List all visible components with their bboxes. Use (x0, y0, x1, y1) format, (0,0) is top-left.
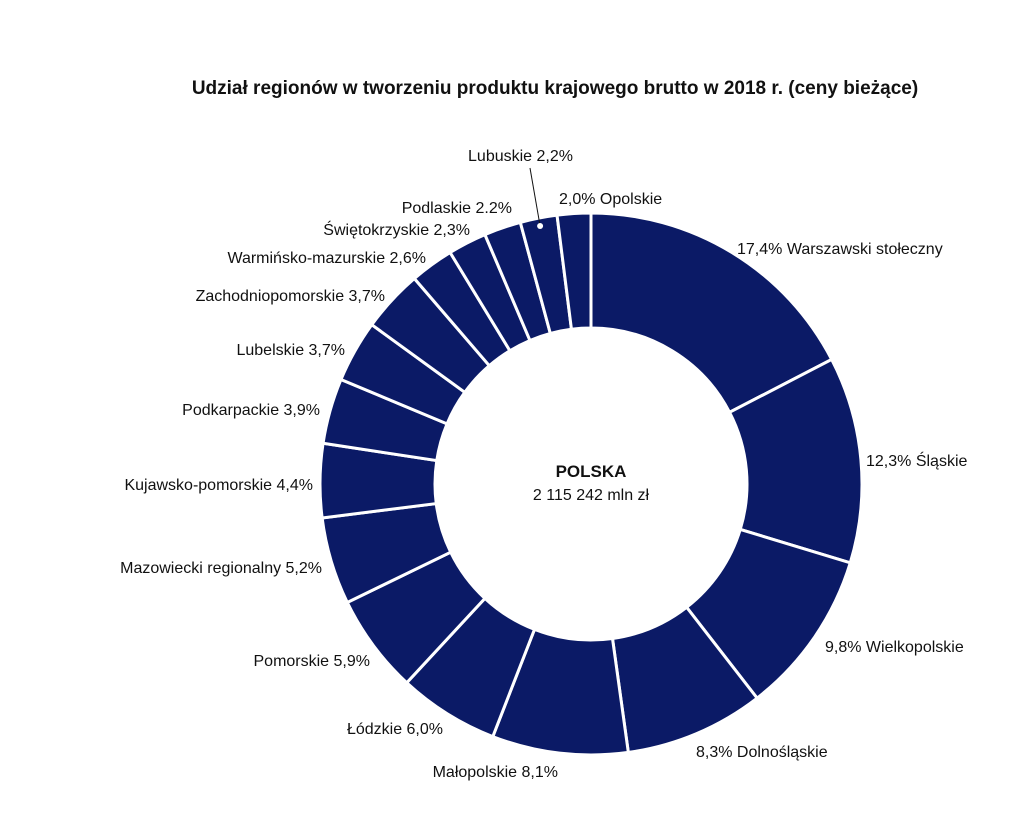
label-swietokrzyskie: Świętokrzyskie 2,3% (323, 220, 470, 239)
label-mazowiecki-regionalny: Mazowiecki regionalny 5,2% (120, 560, 322, 577)
label-lubelskie: Lubelskie 3,7% (236, 342, 345, 359)
label-warszawski-stoleczny: 17,4% Warszawski stołeczny (737, 241, 943, 258)
chart-title: Udział regionów w tworzeniu produktu kra… (191, 78, 919, 99)
label-lodzkie: Łódzkie 6,0% (347, 721, 443, 738)
center-title: POLSKA (556, 462, 627, 481)
label-pomorskie: Pomorskie 5,9% (254, 653, 371, 670)
label-wielkopolskie: 9,8% Wielkopolskie (825, 639, 964, 656)
slice-opolskie (555, 211, 593, 331)
label-opolskie: 2,0% Opolskie (559, 191, 662, 208)
label-podlaskie: Podlaskie 2.2% (402, 200, 512, 217)
label-kujawsko-pomorskie: Kujawsko-pomorskie 4,4% (124, 477, 313, 494)
label-zachodniopomorskie: Zachodniopomorskie 3,7% (196, 288, 385, 305)
label-warminsko-mazurskie: Warmińsko-mazurskie 2,6% (227, 250, 426, 267)
label-malopolskie: Małopolskie 8,1% (433, 764, 558, 781)
label-podkarpackie: Podkarpackie 3,9% (182, 402, 320, 419)
center-value: 2 115 242 mln zł (533, 487, 650, 504)
label-lubuskie: Lubuskie 2,2% (468, 148, 573, 165)
leader-line-lubuskie (529, 167, 541, 227)
label-dolnoslaskie: 8,3% Dolnośląskie (696, 744, 828, 761)
label-slaskie: 12,3% Śląskie (866, 451, 967, 470)
slice-warszawski-stoleczny (589, 211, 834, 415)
leader-dot-lubuskie (537, 222, 544, 229)
